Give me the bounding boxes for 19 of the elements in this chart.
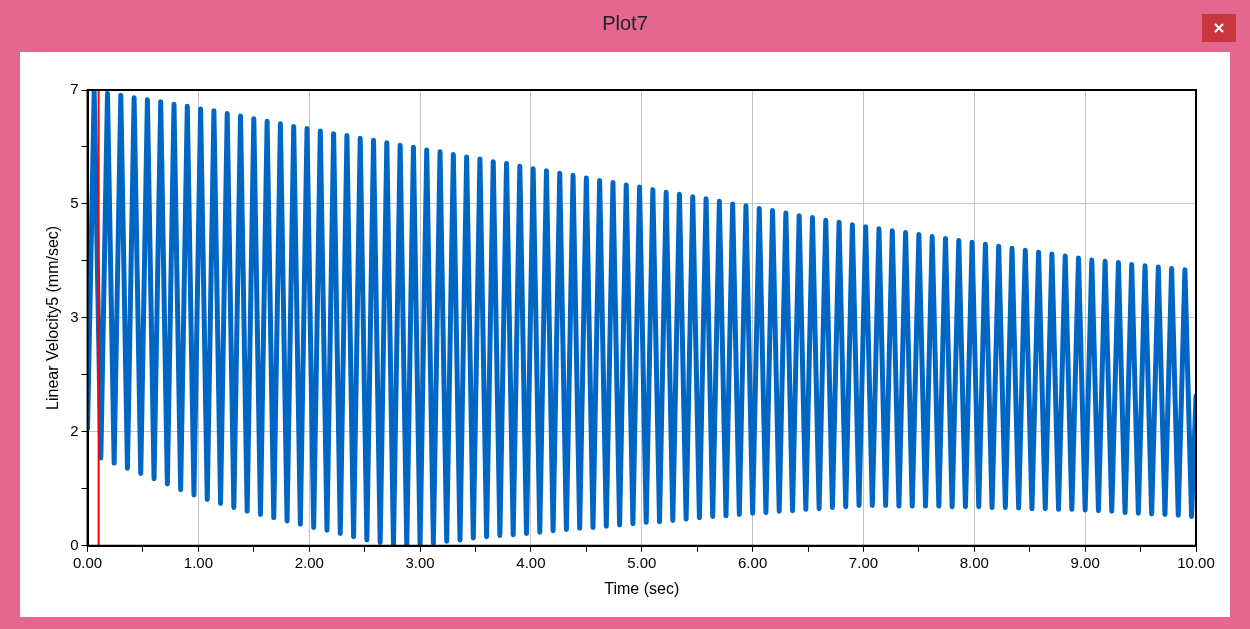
y-tick-label: 2 [70,421,79,439]
y-tick-label: 3 [70,308,79,326]
x-tick-label: 3.00 [405,553,435,571]
x-tick-label: 0.00 [72,553,103,571]
x-tick-label: 10.00 [1177,553,1215,571]
x-tick-label: 2.00 [294,553,324,571]
y-tick-label: 0 [70,535,79,553]
chart-title: Plot7 [601,12,649,35]
x-tick-label: 4.00 [516,553,546,571]
x-tick-label: 7.00 [848,553,879,571]
x-tick-label: 5.00 [627,553,657,571]
x-tick-label: 8.00 [959,553,989,571]
y-tick-label: 5 [70,194,79,212]
y-axis-title: Linear Velocity5 (mm/sec) [44,225,62,410]
x-axis-title: Time (sec) [604,579,680,597]
x-tick-label: 9.00 [1070,553,1100,571]
x-tick-label: 1.00 [183,553,213,571]
x-tick-label: 6.00 [738,553,768,571]
y-tick-label: 7 [70,80,79,98]
